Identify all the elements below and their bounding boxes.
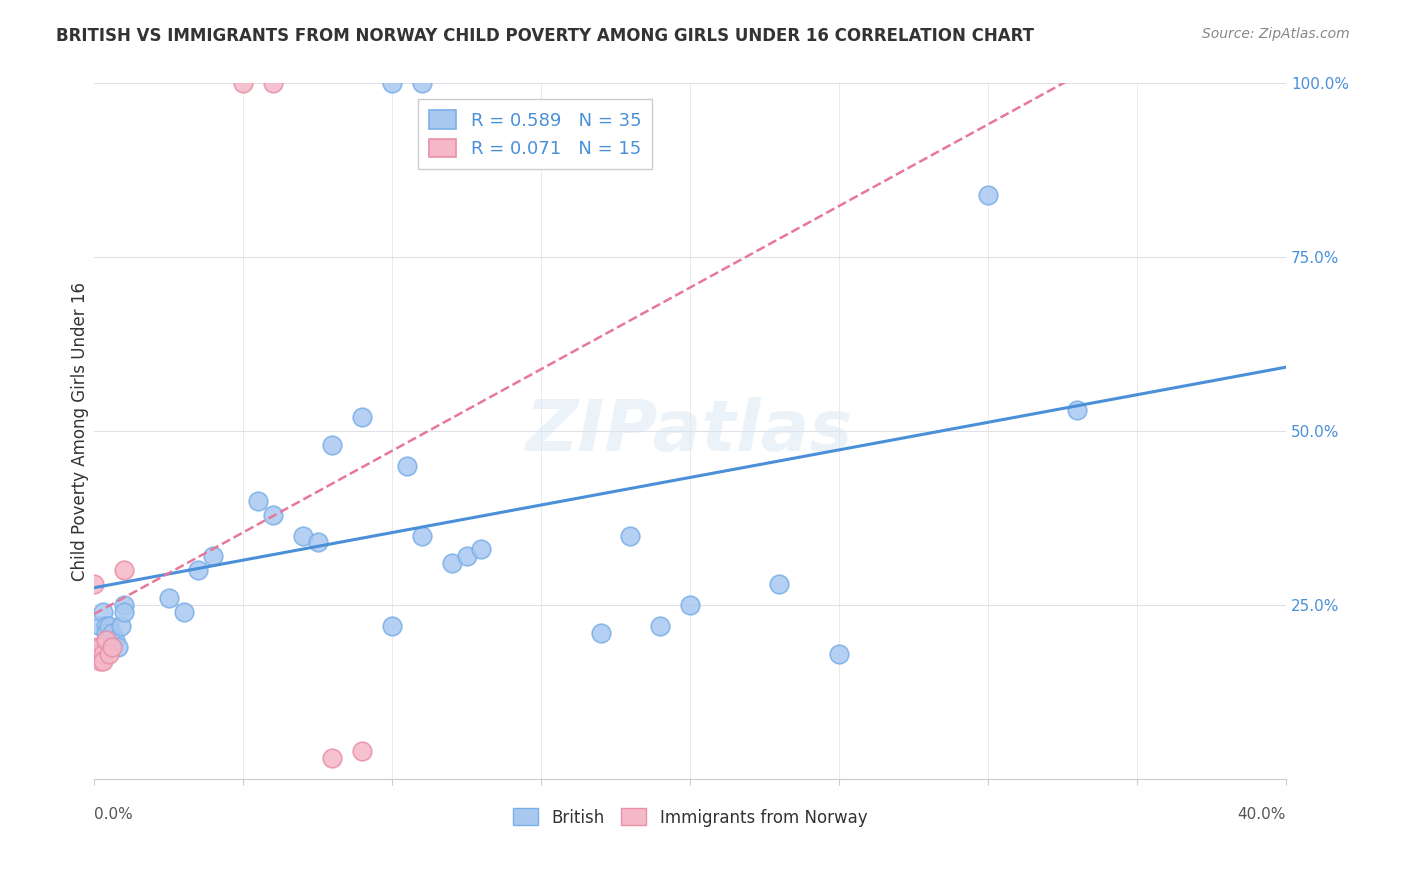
Point bbox=[768, 577, 790, 591]
Point bbox=[381, 77, 404, 91]
Point bbox=[977, 187, 1000, 202]
Point bbox=[89, 640, 111, 654]
Point bbox=[381, 619, 404, 633]
Point bbox=[395, 458, 418, 473]
Legend: British, Immigrants from Norway: British, Immigrants from Norway bbox=[506, 802, 873, 833]
Point bbox=[262, 508, 284, 522]
Point bbox=[470, 542, 492, 557]
Point bbox=[411, 77, 433, 91]
Point bbox=[110, 619, 132, 633]
Point bbox=[91, 654, 114, 668]
Point bbox=[650, 619, 672, 633]
Point bbox=[187, 563, 209, 577]
Point bbox=[440, 557, 463, 571]
Point bbox=[98, 619, 121, 633]
Point bbox=[89, 619, 111, 633]
Point bbox=[411, 528, 433, 542]
Point bbox=[321, 438, 343, 452]
Point bbox=[1066, 403, 1088, 417]
Point bbox=[679, 598, 702, 612]
Text: Source: ZipAtlas.com: Source: ZipAtlas.com bbox=[1202, 27, 1350, 41]
Point bbox=[352, 410, 374, 425]
Point bbox=[112, 598, 135, 612]
Text: 40.0%: 40.0% bbox=[1237, 806, 1286, 822]
Point bbox=[86, 647, 108, 661]
Point bbox=[262, 77, 284, 91]
Point bbox=[98, 647, 121, 661]
Point bbox=[107, 640, 129, 654]
Point bbox=[291, 528, 314, 542]
Text: BRITISH VS IMMIGRANTS FROM NORWAY CHILD POVERTY AMONG GIRLS UNDER 16 CORRELATION: BRITISH VS IMMIGRANTS FROM NORWAY CHILD … bbox=[56, 27, 1035, 45]
Point bbox=[202, 549, 225, 564]
Point bbox=[619, 528, 641, 542]
Point bbox=[456, 549, 478, 564]
Point bbox=[104, 632, 127, 647]
Point bbox=[83, 577, 105, 591]
Point bbox=[352, 744, 374, 758]
Point bbox=[94, 625, 117, 640]
Point bbox=[91, 605, 114, 619]
Point bbox=[94, 619, 117, 633]
Point bbox=[101, 640, 124, 654]
Point bbox=[247, 493, 270, 508]
Point bbox=[828, 647, 851, 661]
Point bbox=[94, 632, 117, 647]
Point bbox=[112, 605, 135, 619]
Point bbox=[307, 535, 329, 549]
Text: ZIPatlas: ZIPatlas bbox=[526, 397, 853, 466]
Text: 0.0%: 0.0% bbox=[94, 806, 134, 822]
Point bbox=[89, 654, 111, 668]
Point bbox=[91, 647, 114, 661]
Point bbox=[589, 625, 612, 640]
Point bbox=[101, 625, 124, 640]
Point bbox=[157, 591, 180, 606]
Point bbox=[173, 605, 195, 619]
Point bbox=[86, 640, 108, 654]
Y-axis label: Child Poverty Among Girls Under 16: Child Poverty Among Girls Under 16 bbox=[72, 282, 89, 581]
Point bbox=[112, 563, 135, 577]
Point bbox=[232, 77, 254, 91]
Point bbox=[321, 751, 343, 765]
